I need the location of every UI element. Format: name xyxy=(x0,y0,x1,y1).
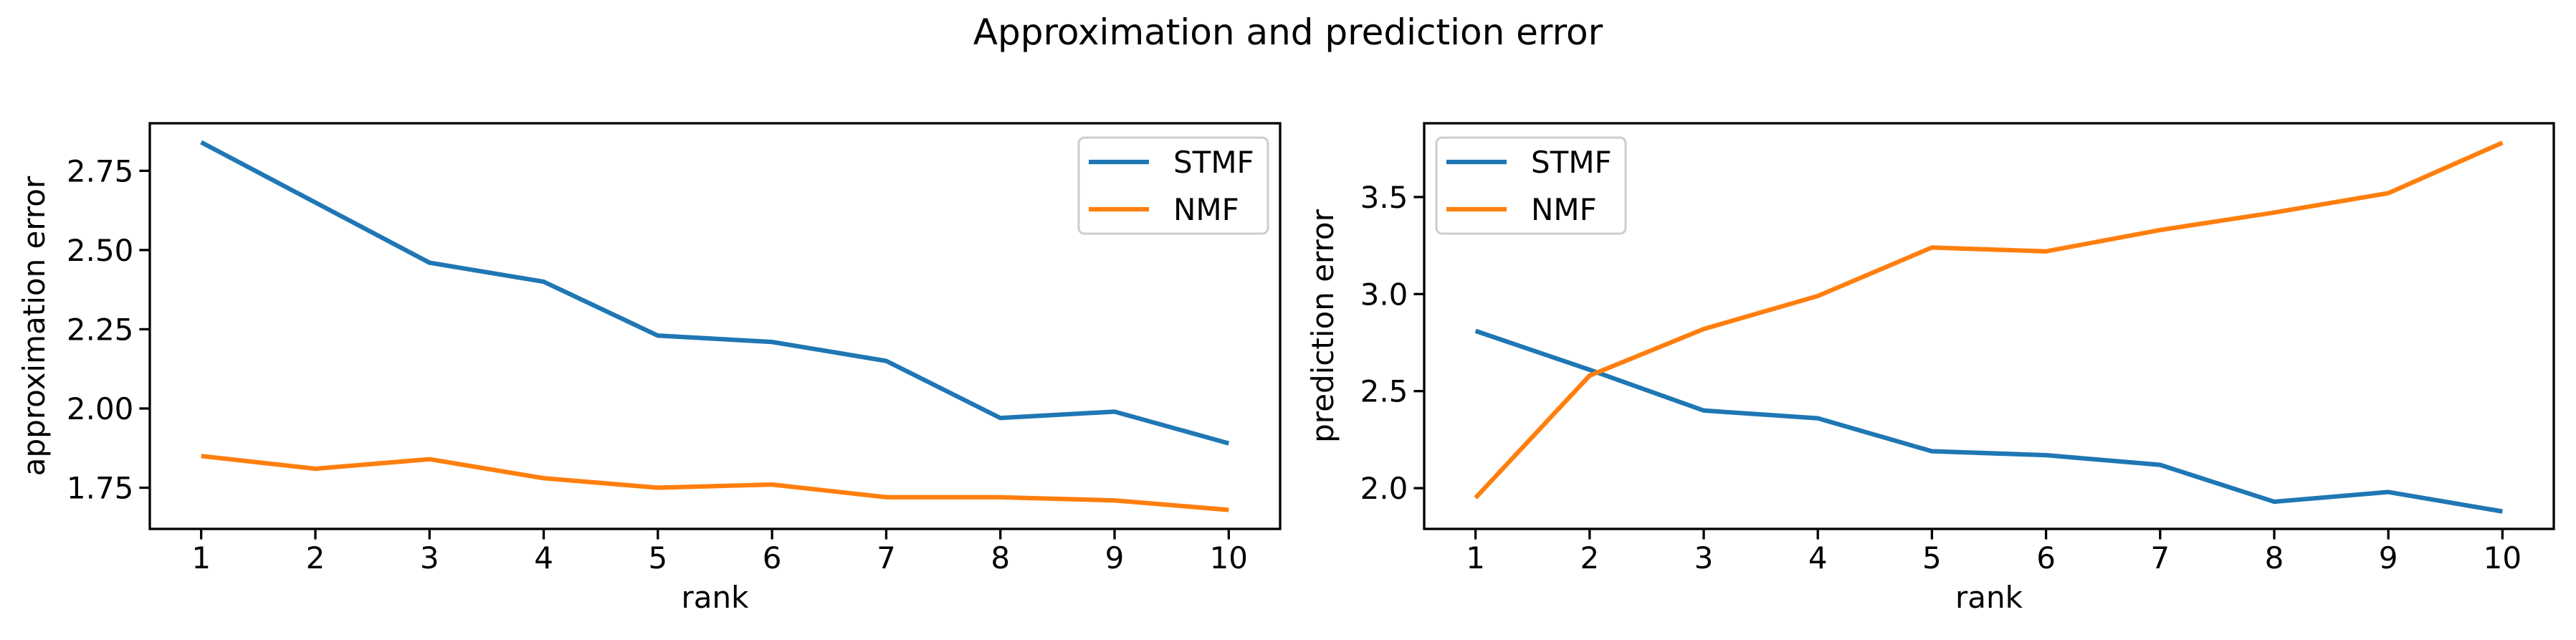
legend-label-stmf: STMF xyxy=(1531,145,1612,180)
y-tick-label: 3.0 xyxy=(1360,277,1408,312)
legend: STMF NMF xyxy=(1077,136,1269,235)
x-axis-label: rank xyxy=(1955,580,2023,615)
y-tick-label: 1.75 xyxy=(67,471,134,506)
x-tick-label: 7 xyxy=(877,540,896,575)
x-tick-label: 10 xyxy=(1210,540,1248,575)
x-tick-label: 2 xyxy=(306,540,325,575)
stmf-line xyxy=(200,140,1230,446)
x-tick-label: 6 xyxy=(763,540,782,575)
x-tick-label: 7 xyxy=(2150,540,2170,575)
x-tick-label: 3 xyxy=(1694,540,1714,575)
stmf-line xyxy=(1474,328,2503,514)
y-axis-label: prediction error xyxy=(1305,209,1340,442)
subplot-approximation: 1 2 3 4 5 6 7 8 9 10 1.75 2.00 2.25 2.50 2.75 rank appro… xyxy=(16,122,1282,615)
subplot-prediction: 1 2 3 4 5 6 7 8 9 10 2.0 2.5 3.0 3.5 rank prediction er… xyxy=(1305,122,2555,615)
legend-label-nmf: NMF xyxy=(1173,192,1239,227)
axes-spines xyxy=(148,122,1282,530)
y-tick-label: 3.5 xyxy=(1360,180,1408,215)
x-tick-label: 4 xyxy=(1808,540,1828,575)
nmf-line xyxy=(201,454,1229,512)
x-tick-label: 5 xyxy=(648,540,667,575)
legend-label-stmf: STMF xyxy=(1173,145,1254,180)
y-tick-label: 2.75 xyxy=(67,153,134,188)
y-axis-label: approximation error xyxy=(16,176,52,476)
x-tick-label: 8 xyxy=(2265,540,2284,575)
x-tick-label: 5 xyxy=(1922,540,1942,575)
x-tick-label: 1 xyxy=(191,540,211,575)
y-tick-label: 2.0 xyxy=(1360,471,1408,506)
figure-title: Approximation and prediction error xyxy=(973,11,1603,53)
x-axis-label: rank xyxy=(682,580,750,615)
legend: STMF NMF xyxy=(1435,136,1627,235)
y-tick-label: 2.00 xyxy=(67,391,134,426)
y-tick-label: 2.25 xyxy=(67,312,134,347)
x-tick-label: 1 xyxy=(1466,540,1485,575)
x-tick-label: 4 xyxy=(534,540,553,575)
x-tick-label: 8 xyxy=(991,540,1010,575)
y-tick-label: 2.5 xyxy=(1360,374,1408,409)
axes-spines xyxy=(1423,122,2555,530)
x-tick-label: 10 xyxy=(2484,540,2522,575)
y-tick-label: 2.50 xyxy=(67,233,134,268)
x-tick-label: 6 xyxy=(2036,540,2056,575)
x-tick-label: 2 xyxy=(1580,540,1599,575)
x-tick-label: 3 xyxy=(420,540,439,575)
nmf-line xyxy=(1474,140,2504,500)
x-tick-label: 9 xyxy=(1105,540,1125,575)
legend-label-nmf: NMF xyxy=(1531,192,1597,227)
x-tick-label: 9 xyxy=(2379,540,2398,575)
